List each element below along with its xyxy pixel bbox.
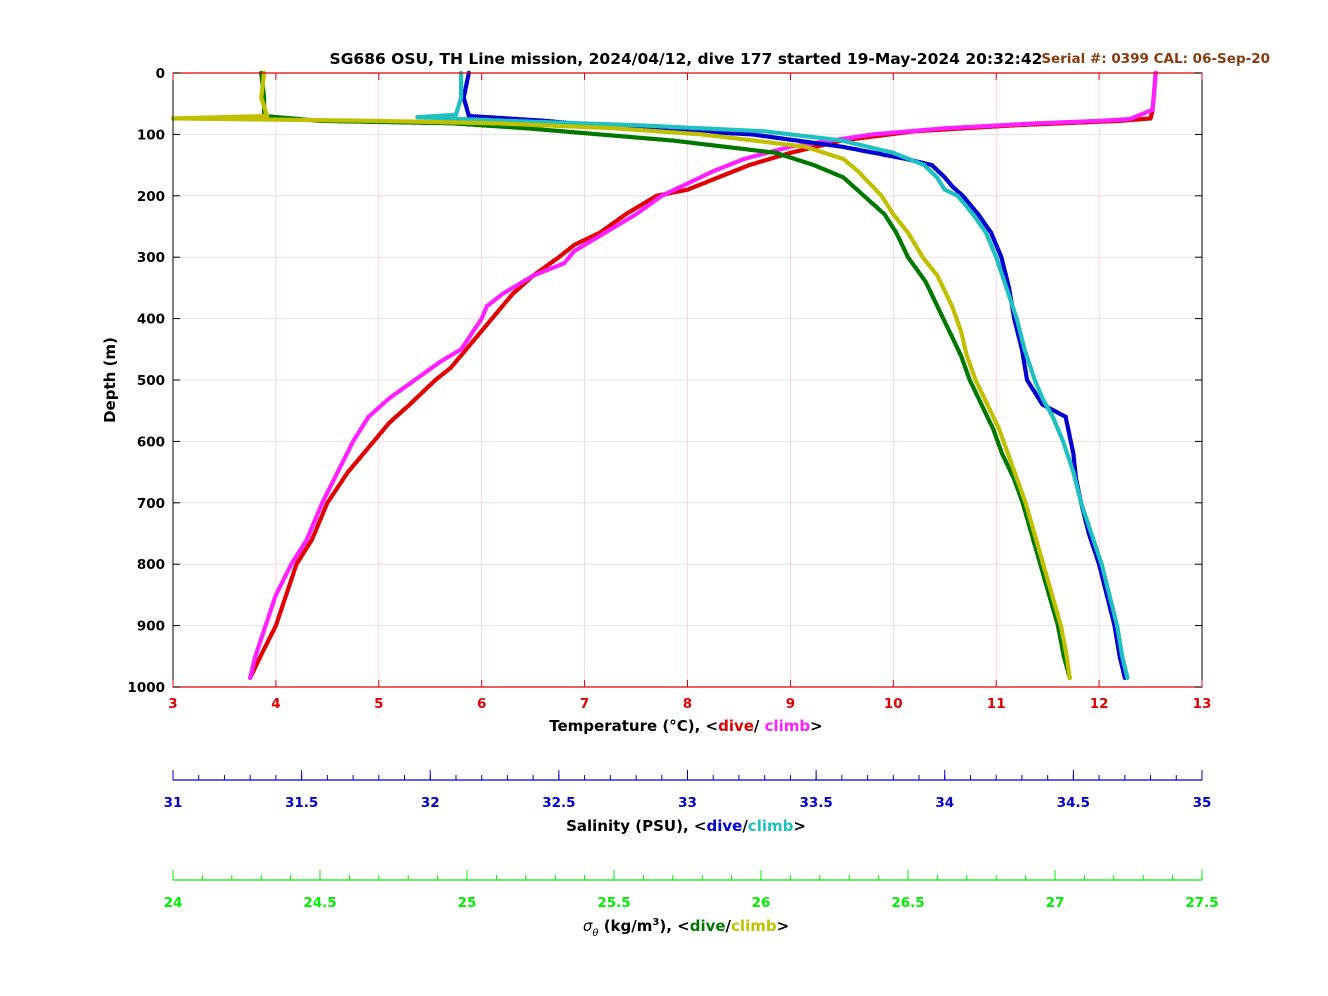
data-series (170, 70, 1158, 680)
data-point (248, 675, 253, 680)
temperature-tick-label: 11 (987, 696, 1006, 712)
sigma-tick-label: 24 (164, 895, 183, 911)
sigma-tick-label: 25.5 (597, 895, 630, 911)
salinity-tick-label: 31 (164, 795, 183, 811)
depth-axis-ticks: 0 100 200 300 400 500 600 700 800 900 1000 (127, 66, 1202, 696)
sigma-tick-label: 24.5 (303, 895, 336, 911)
salinity-tick-label: 34.5 (1057, 795, 1090, 811)
sigma-label-end: > (777, 917, 790, 935)
temperature-tick-label: 13 (1193, 696, 1212, 712)
data-point (1125, 675, 1130, 680)
depth-tick-label: 600 (137, 434, 165, 450)
sigma-tick-label: 26 (752, 895, 771, 911)
depth-tick-label: 400 (137, 312, 165, 328)
temperature-tick-label: 8 (683, 696, 692, 712)
salinity-tick-label: 35 (1193, 795, 1212, 811)
depth-tick-label: 200 (137, 189, 165, 205)
temperature-label-sep: / (754, 717, 765, 735)
salinity-climb-series (415, 70, 1130, 680)
salinity-label-dive: dive (706, 817, 742, 835)
temperature-label-dive: dive (718, 717, 754, 735)
temperature-tick-label: 5 (374, 696, 383, 712)
temperature-label-climb: climb (765, 717, 811, 735)
sigma-tick-label: 27 (1046, 895, 1065, 911)
salinity-label-sep: / (742, 817, 748, 835)
depth-tick-label: 300 (137, 250, 165, 266)
sigma-climb-series (170, 70, 1072, 680)
temperature-tick-label: 6 (477, 696, 486, 712)
salinity-axis: 31 31.5 32 32.5 33 33.5 34 34.5 35 (164, 770, 1212, 811)
salinity-tick-label: 34 (935, 795, 954, 811)
sigma-label-unit-end: ), < (659, 917, 689, 935)
sigma-tick-label: 25 (458, 895, 477, 911)
sigma-tick-label: 27.5 (1185, 895, 1218, 911)
depth-tick-label: 1000 (127, 680, 165, 696)
temperature-axis-ticks: 3 4 5 6 7 8 9 10 11 12 13 (168, 73, 1211, 712)
temperature-tick-label: 4 (271, 696, 280, 712)
salinity-tick-label: 33 (678, 795, 697, 811)
sigma-axis: 24 24.5 25 25.5 26 26.5 27 27.5 (164, 870, 1219, 911)
sigma-label-unit: (kg/m (598, 917, 652, 935)
temperature-tick-label: 10 (884, 696, 903, 712)
sigma-label-dive: dive (690, 917, 726, 935)
depth-tick-label: 900 (137, 619, 165, 635)
salinity-tick-label: 31.5 (285, 795, 318, 811)
sigma-label-sub: θ (592, 928, 598, 939)
temperature-label-main: Temperature (°C), < (549, 717, 718, 735)
sigma-label-climb: climb (731, 917, 777, 935)
salinity-tick-label: 33.5 (799, 795, 832, 811)
salinity-axis-label: Salinity (PSU), <dive/climb> (566, 817, 806, 835)
depth-axis-label: Depth (m) (101, 337, 119, 423)
chart-title: SG686 OSU, TH Line mission, 2024/04/12, … (330, 50, 1043, 68)
salinity-label-climb: climb (748, 817, 794, 835)
data-point (1067, 675, 1072, 680)
temperature-tick-label: 9 (786, 696, 795, 712)
sigma-label-symbol: σ (583, 917, 593, 935)
salinity-label-main: Salinity (PSU), < (566, 817, 706, 835)
salinity-tick-label: 32 (421, 795, 440, 811)
temperature-tick-label: 12 (1090, 696, 1109, 712)
sigma-label-sep: / (726, 917, 732, 935)
depth-tick-label: 0 (156, 66, 165, 82)
depth-tick-label: 100 (137, 127, 165, 143)
sigma-label-sup: 3 (652, 917, 659, 928)
depth-tick-label: 500 (137, 373, 165, 389)
temperature-climb-series (248, 70, 1158, 680)
temperature-tick-label: 3 (168, 696, 177, 712)
sigma-tick-label: 26.5 (891, 895, 924, 911)
serial-cal-label: Serial #: 0399 CAL: 06-Sep-20 (1041, 51, 1270, 67)
depth-tick-label: 800 (137, 557, 165, 573)
salinity-label-end: > (793, 817, 806, 835)
temperature-axis-label: Temperature (°C), <dive/ climb> (549, 717, 823, 735)
temperature-label-end: > (810, 717, 823, 735)
salinity-tick-label: 32.5 (542, 795, 575, 811)
temperature-tick-label: 7 (580, 696, 589, 712)
sigma-axis-label: σθ (kg/m3), <dive/climb> (583, 917, 789, 939)
depth-tick-label: 700 (137, 496, 165, 512)
